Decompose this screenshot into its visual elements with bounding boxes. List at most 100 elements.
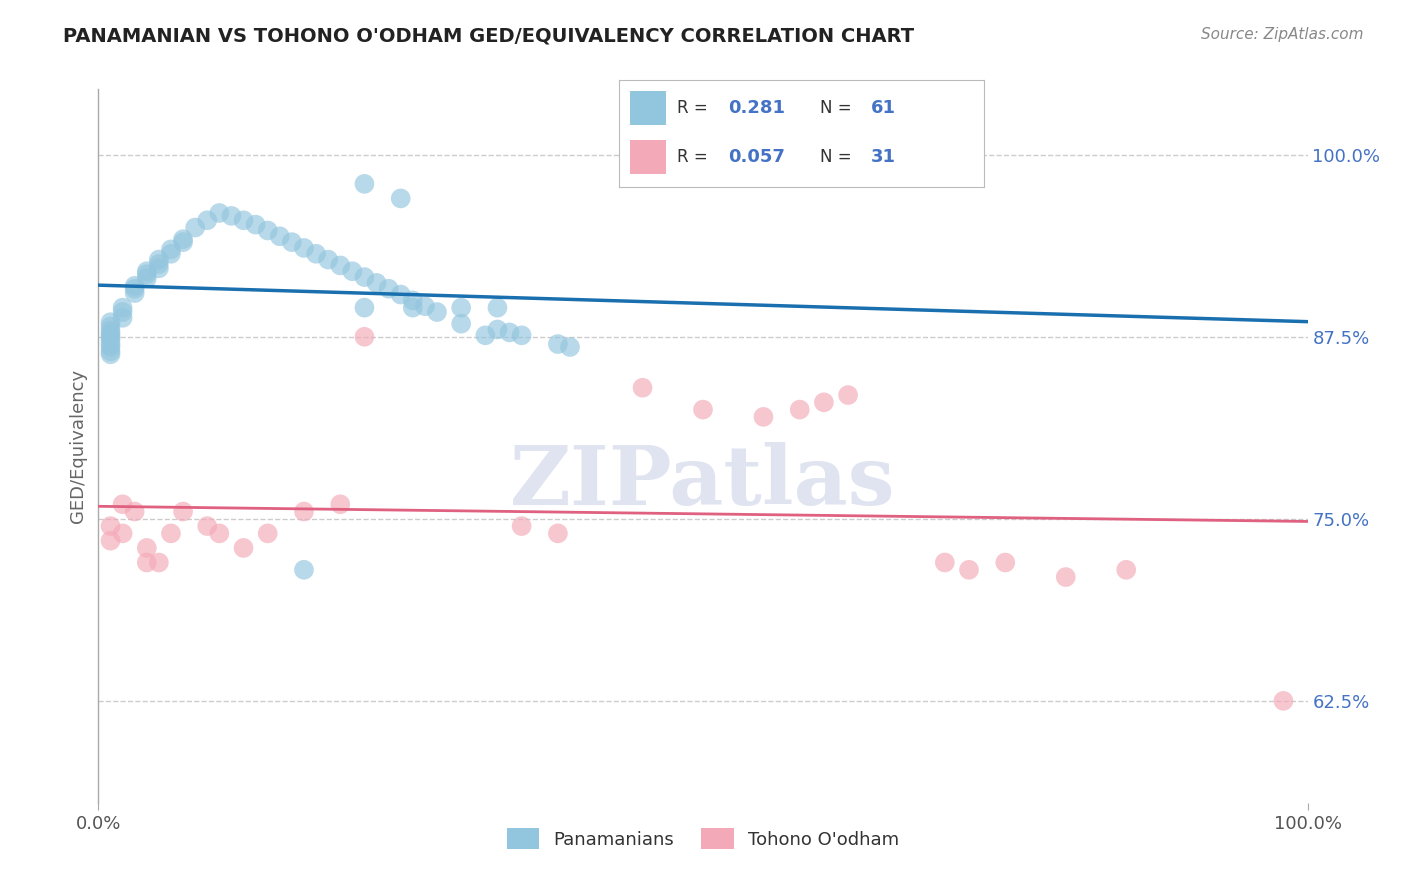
Point [510, 328, 533, 343]
Bar [630, 140, 666, 175]
Point [124, 286, 146, 301]
Point [256, 526, 278, 541]
Point [100, 337, 122, 351]
Point [148, 252, 170, 267]
Point [342, 264, 364, 278]
Point [100, 324, 122, 338]
Point [402, 301, 425, 315]
Bar [630, 91, 666, 125]
Point [353, 270, 375, 285]
Point [366, 276, 388, 290]
Point [100, 315, 122, 329]
Point [148, 261, 170, 276]
Text: R =: R = [678, 148, 713, 166]
Point [172, 504, 194, 518]
Point [305, 246, 328, 260]
Point [148, 257, 170, 271]
Text: PANAMANIAN VS TOHONO O'ODHAM GED/EQUIVALENCY CORRELATION CHART: PANAMANIAN VS TOHONO O'ODHAM GED/EQUIVAL… [63, 27, 914, 45]
Text: N =: N = [820, 148, 856, 166]
Point [208, 526, 231, 541]
Point [100, 344, 122, 359]
Point [752, 409, 775, 424]
Point [377, 282, 399, 296]
Point [160, 526, 183, 541]
Point [789, 402, 811, 417]
Point [160, 243, 183, 257]
Point [111, 305, 134, 319]
Point [353, 330, 375, 344]
Point [292, 563, 315, 577]
Point [160, 246, 183, 260]
Point [232, 541, 254, 555]
Text: 0.057: 0.057 [728, 148, 785, 166]
Point [813, 395, 835, 409]
Point [100, 519, 122, 533]
Point [498, 326, 520, 340]
Point [100, 347, 122, 361]
Point [269, 229, 291, 244]
Point [994, 556, 1017, 570]
Point [124, 278, 146, 293]
Point [292, 504, 315, 518]
Point [100, 326, 122, 341]
Point [547, 337, 569, 351]
Point [329, 497, 352, 511]
Point [474, 328, 496, 343]
Point [547, 526, 569, 541]
Y-axis label: GED/Equivalency: GED/Equivalency [69, 369, 87, 523]
Point [957, 563, 980, 577]
Point [281, 235, 304, 249]
Point [329, 259, 352, 273]
Point [256, 223, 278, 237]
Point [124, 504, 146, 518]
Point [292, 241, 315, 255]
Text: R =: R = [678, 99, 713, 117]
Point [100, 330, 122, 344]
Text: Source: ZipAtlas.com: Source: ZipAtlas.com [1201, 27, 1364, 42]
Point [413, 299, 436, 313]
Point [558, 340, 581, 354]
Point [111, 301, 134, 315]
Point [402, 293, 425, 308]
Point [172, 232, 194, 246]
Point [934, 556, 956, 570]
Point [837, 388, 859, 402]
Text: 31: 31 [870, 148, 896, 166]
Text: N =: N = [820, 99, 856, 117]
Point [692, 402, 714, 417]
Point [100, 340, 122, 354]
Point [172, 235, 194, 249]
Point [100, 319, 122, 334]
Point [510, 519, 533, 533]
Point [1272, 694, 1295, 708]
Point [135, 541, 157, 555]
Point [389, 287, 412, 301]
Point [450, 317, 472, 331]
Point [135, 556, 157, 570]
Point [245, 218, 267, 232]
Point [353, 177, 375, 191]
Point [195, 519, 218, 533]
Point [111, 526, 134, 541]
Point [353, 301, 375, 315]
Point [135, 271, 157, 285]
Text: ZIPatlas: ZIPatlas [510, 442, 896, 522]
Point [135, 267, 157, 281]
Point [111, 497, 134, 511]
Point [111, 310, 134, 325]
Point [389, 191, 412, 205]
Point [124, 282, 146, 296]
Point [316, 252, 339, 267]
Legend: Panamanians, Tohono O'odham: Panamanians, Tohono O'odham [498, 819, 908, 858]
Point [486, 322, 509, 336]
Point [232, 213, 254, 227]
Point [100, 533, 122, 548]
Point [631, 381, 654, 395]
Point [1115, 563, 1137, 577]
Point [100, 333, 122, 347]
Text: 61: 61 [870, 99, 896, 117]
Point [450, 301, 472, 315]
Point [1054, 570, 1077, 584]
Point [195, 213, 218, 227]
Point [486, 301, 509, 315]
